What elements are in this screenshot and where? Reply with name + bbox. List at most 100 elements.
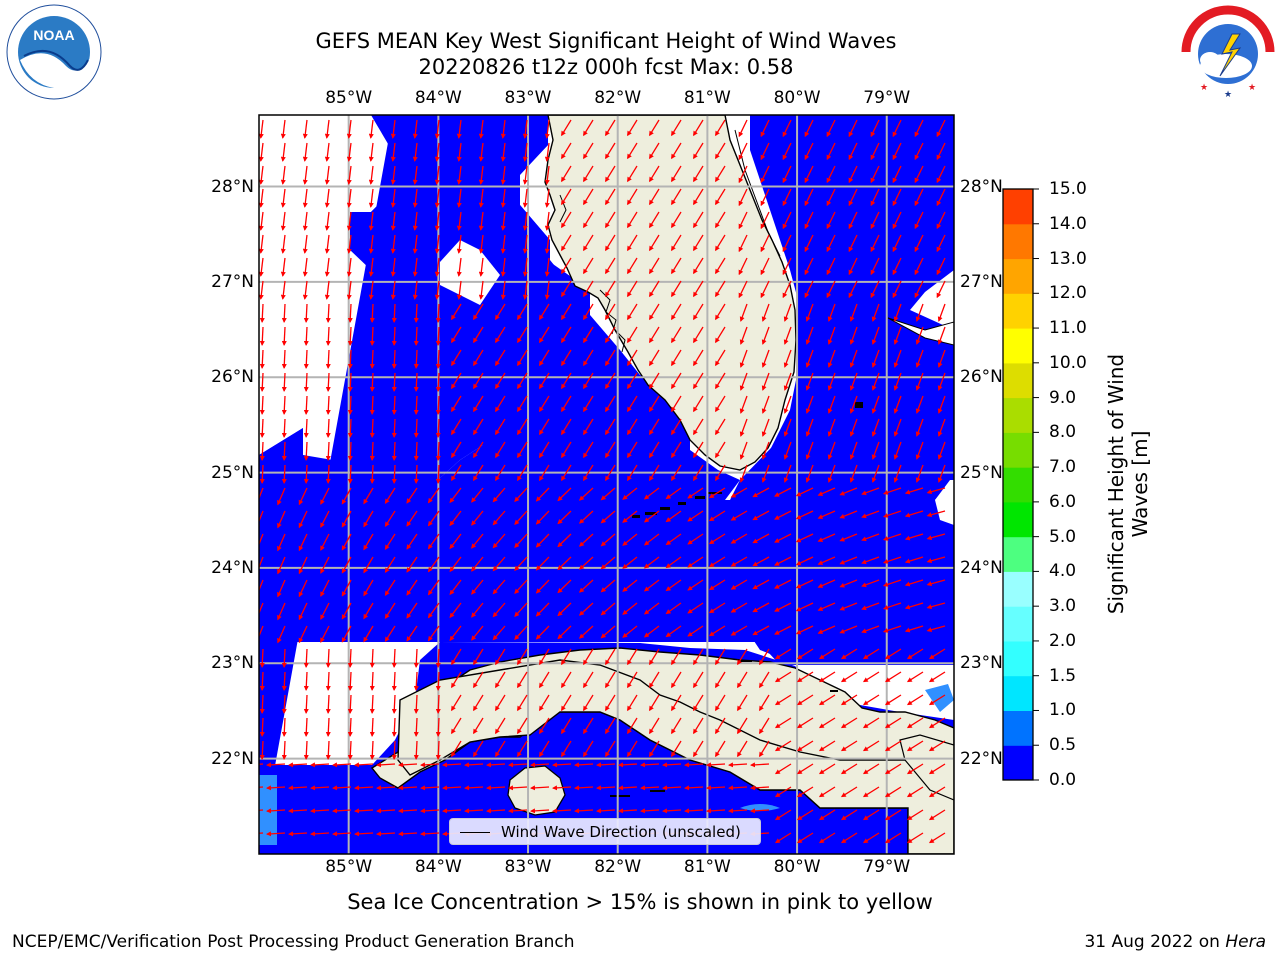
wave-direction-arrow [693,395,704,413]
wave-direction-arrow [914,165,924,184]
wave-direction-arrow [804,234,814,253]
wave-direction-arrow [739,303,748,322]
wave-direction-arrow [310,762,330,768]
wave-direction-arrow [605,165,616,183]
wave-direction-arrow [839,556,858,565]
wave-direction-arrow [376,785,396,791]
wave-direction-arrow [730,556,748,567]
wave-direction-arrow [561,119,572,137]
wave-direction-arrow [671,372,682,390]
wave-direction-arrow [471,579,484,595]
wave-direction-arrow [303,464,309,484]
wave-direction-arrow [649,188,660,206]
wave-direction-arrow [368,257,374,277]
wave-direction-arrow [827,326,836,345]
wave-direction-arrow [760,234,770,253]
wave-direction-arrow [715,257,726,275]
wave-direction-arrow [390,211,396,231]
wave-direction-arrow [739,326,748,345]
wave-direction-arrow [862,786,880,798]
wave-direction-arrow [774,671,792,683]
wave-direction-arrow [693,694,704,712]
wave-direction-arrow [346,211,352,231]
wave-direction-arrow [914,257,924,276]
wave-direction-arrow [406,487,418,504]
wave-direction-arrow [840,648,858,660]
wave-direction-arrow [882,556,902,564]
wave-direction-arrow [715,464,726,482]
wave-direction-arrow [478,234,484,254]
wave-direction-arrow [804,257,814,276]
wave-direction-arrow [325,694,331,714]
wave-direction-arrow [451,349,462,367]
wave-direction-arrow [893,464,902,483]
wave-direction-arrow [914,280,924,299]
wave-direction-arrow [596,808,616,814]
wave-direction-arrow [514,533,528,549]
wave-direction-arrow [391,303,397,323]
wave-direction-arrow [643,625,660,638]
wave-direction-arrow [738,142,748,161]
wave-direction-arrow [302,119,308,139]
wave-direction-arrow [277,579,286,598]
wave-direction-arrow [325,717,331,737]
wave-direction-arrow [761,395,770,414]
wave-direction-arrow [539,441,550,459]
lat-label-left: 22°N [211,748,254,769]
wave-direction-arrow [376,831,396,837]
wave-direction-arrow [522,211,528,231]
wave-direction-arrow [500,257,506,277]
wave-direction-arrow [412,188,418,208]
wave-direction-arrow [605,464,616,482]
wave-direction-arrow [539,671,550,689]
wave-direction-arrow [715,648,726,666]
wave-direction-arrow [557,533,572,548]
wave-direction-arrow [495,326,506,344]
wave-direction-arrow [391,441,397,461]
wave-direction-arrow [936,234,946,253]
host-text: Hera [1225,932,1266,952]
wave-direction-arrow [347,395,353,415]
wave-direction-arrow [259,763,264,765]
wave-direction-arrow [848,165,858,184]
wave-direction-arrow [649,165,660,183]
wave-direction-arrow [640,808,660,814]
wave-direction-arrow [627,188,638,206]
wave-direction-arrow [796,740,814,752]
wave-direction-arrow [354,808,374,814]
wave-direction-arrow [937,418,946,437]
wave-direction-arrow [277,602,286,621]
wave-direction-arrow [259,809,264,811]
wave-direction-arrow [384,625,396,643]
wave-direction-arrow [583,303,594,321]
wave-direction-arrow [884,671,902,683]
wave-direction-arrow [817,510,836,519]
wave-direction-arrow [774,809,792,821]
colorbar-tick-label: 8.0 [1049,422,1077,443]
svg-text:★: ★ [1224,90,1232,100]
wave-direction-arrow [391,648,397,668]
wave-direction-arrow [774,717,792,729]
wave-direction-arrow [451,717,462,735]
wave-direction-arrow [530,762,550,768]
colorbar-segment [1003,328,1033,364]
wave-direction-arrow [728,808,748,814]
wave-direction-arrow [882,487,902,495]
wave-direction-arrow [347,349,353,369]
lon-label-top: 81°W [683,88,731,108]
wave-direction-arrow [759,694,770,712]
wave-direction-arrow [280,165,286,185]
wave-direction-arrow [471,510,484,526]
wave-direction-arrow [324,234,330,254]
wave-direction-arrow [605,671,616,689]
wave-direction-arrow [870,142,880,161]
wave-direction-arrow [750,785,770,791]
wave-direction-arrow [739,395,748,414]
wave-direction-arrow [761,326,770,345]
wave-direction-arrow [259,257,264,277]
wave-direction-arrow [827,418,836,437]
wave-direction-arrow [583,119,594,137]
wave-direction-arrow [774,579,792,589]
wave-direction-arrow [693,464,704,482]
